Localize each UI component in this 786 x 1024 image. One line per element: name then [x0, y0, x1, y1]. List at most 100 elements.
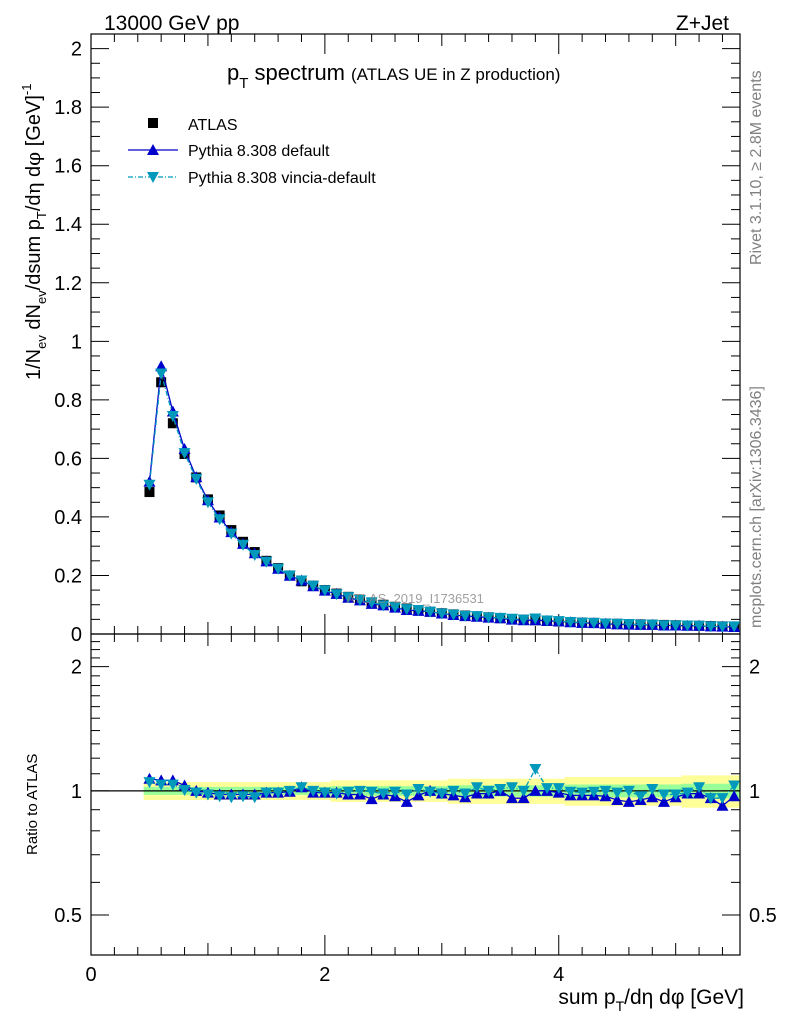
ratio-vincia-series-marker: [587, 786, 600, 798]
legend: ATLAS Pythia 8.308 default Pythia 8.308 …: [128, 117, 376, 187]
ratio-vincia-series-marker: [201, 789, 214, 801]
mcplots-label: mcplots.cern.ch [arXiv:1306.3436]: [748, 386, 765, 628]
ratio-vincia-series-marker: [318, 787, 331, 799]
ratio-vincia-series-marker: [657, 789, 670, 801]
x-tick-label: 4: [553, 964, 564, 986]
ratio-default-series-marker: [517, 792, 530, 804]
ratio-vincia-series-marker: [435, 788, 448, 800]
plot-title-rest: spectrum: [248, 60, 345, 85]
vincia-series-marker: [447, 609, 460, 621]
main-y-tick-label: 1.8: [54, 97, 82, 119]
ratio-vincia-series-marker: [365, 786, 378, 798]
ratio-vincia-series-marker: [599, 785, 612, 797]
main-y-tick-label: 1: [71, 331, 82, 353]
legend-label-vincia: Pythia 8.308 vincia-default: [188, 170, 376, 187]
ratio-y-tick-label-right: 1: [749, 781, 760, 803]
vincia-series-marker: [716, 621, 729, 633]
vincia-series-marker: [237, 539, 250, 551]
ratio-vincia-series-marker: [283, 785, 296, 797]
vincia-series-marker: [143, 479, 156, 491]
ratio-default-series-marker: [622, 795, 635, 807]
main-y-tick-label: 1.4: [54, 214, 82, 236]
atlas-data-point: [144, 487, 155, 498]
ratio-plot: 0.5 0.5 1 1 2 2 0 2 4: [54, 633, 777, 986]
main-y-tick-label: 0.8: [54, 390, 82, 412]
vincia-series-marker: [564, 617, 577, 628]
vincia-series-marker: [377, 600, 390, 612]
ratio-vincia-series-marker: [482, 785, 495, 797]
vincia-series-marker: [576, 617, 589, 629]
vincia-series-marker: [646, 619, 659, 631]
vincia-series-marker: [657, 620, 670, 632]
vincia-series-marker: [190, 473, 203, 485]
ratio-vincia-series-marker: [541, 783, 554, 795]
ratio-default-series-marker: [529, 784, 542, 796]
x-tick-label: 0: [85, 964, 96, 986]
vincia-series-marker: [155, 368, 168, 380]
energy-label: 13000 GeV pp: [104, 12, 239, 35]
ratio-default-series-marker: [716, 799, 729, 811]
vincia-series-marker: [599, 618, 612, 630]
vincia-series-marker: [178, 448, 191, 460]
vincia-series-marker: [400, 604, 413, 616]
plot-title-paren: (ATLAS UE in Z production): [351, 65, 560, 84]
ratio-vincia-series-marker: [564, 786, 577, 798]
ratio-vincia-series-marker: [517, 785, 530, 797]
ratio-vincia-series-marker: [377, 788, 390, 800]
vincia-series-marker: [283, 570, 296, 582]
vincia-series-marker: [693, 620, 706, 632]
vincia-series-marker: [681, 620, 694, 632]
x-axis-label: sum pT/dη dφ [GeV]: [558, 986, 744, 1014]
vincia-series-marker: [634, 619, 647, 631]
ratio-vincia-series-marker: [353, 785, 366, 797]
ratio-vincia-series-marker: [248, 792, 261, 804]
ratio-default-series-marker: [657, 795, 670, 807]
ratio-vincia-series-marker: [178, 784, 191, 796]
main-y-tick-label: 2: [71, 39, 82, 61]
ratio-default-series-marker: [400, 795, 413, 807]
ratio-vincia-series-marker: [529, 763, 542, 775]
ratio-vincia-series-marker: [622, 785, 635, 797]
main-y-tick-label: 0.4: [54, 507, 82, 529]
ratio-default-series-marker: [505, 792, 518, 804]
ratio-vincia-series-marker: [447, 785, 460, 797]
vincia-series-marker: [225, 528, 238, 540]
ratio-vincia-series-marker: [552, 783, 565, 795]
ratio-y-tick-label: 2: [71, 657, 82, 679]
process-label: Z+Jet: [676, 12, 729, 35]
legend-entry-default: Pythia 8.308 default: [128, 143, 330, 160]
ratio-vincia-series-marker: [459, 788, 472, 800]
ratio-vincia-series-marker: [155, 779, 168, 791]
ratio-vincia-series-marker: [307, 785, 320, 797]
ratio-vincia-series-marker: [272, 787, 285, 799]
vincia-series-marker: [424, 606, 437, 618]
vincia-series-marker: [669, 620, 682, 632]
vincia-series-marker: [459, 610, 472, 622]
ratio-vincia-series-marker: [190, 787, 203, 799]
ratio-default-series-marker: [365, 793, 378, 805]
vincia-series-marker: [318, 585, 331, 597]
vincia-series-marker: [587, 617, 600, 629]
ratio-vincia-series-marker: [470, 782, 483, 794]
ratio-vincia-series-marker: [576, 787, 589, 799]
legend-label-atlas: ATLAS: [188, 117, 238, 134]
ratio-y-axis-label: Ratio to ATLAS: [24, 754, 41, 855]
vincia-series-marker: [704, 621, 717, 633]
ratio-plot-frame: [90, 633, 741, 956]
vincia-series-marker: [166, 410, 179, 422]
ratio-default-series-marker: [728, 790, 741, 802]
ratio-vincia-series-marker: [295, 782, 308, 794]
legend-marker-triangle-up: [147, 144, 159, 155]
x-axis-label-main: sum p: [558, 986, 615, 1009]
legend-label-default: Pythia 8.308 default: [188, 143, 330, 160]
ratio-vincia-series-marker: [728, 780, 741, 792]
vincia-series-marker: [435, 608, 448, 620]
vincia-series-marker: [622, 619, 635, 631]
vincia-series-marker: [529, 613, 542, 625]
vincia-series-marker: [260, 556, 273, 568]
ratio-vincia-series-marker: [634, 791, 647, 803]
ratio-vincia-series-marker: [494, 784, 507, 796]
main-y-tick-label: 0.2: [54, 565, 82, 587]
vincia-series-line: [148, 373, 735, 628]
ratio-vincia-series-marker: [225, 792, 238, 804]
